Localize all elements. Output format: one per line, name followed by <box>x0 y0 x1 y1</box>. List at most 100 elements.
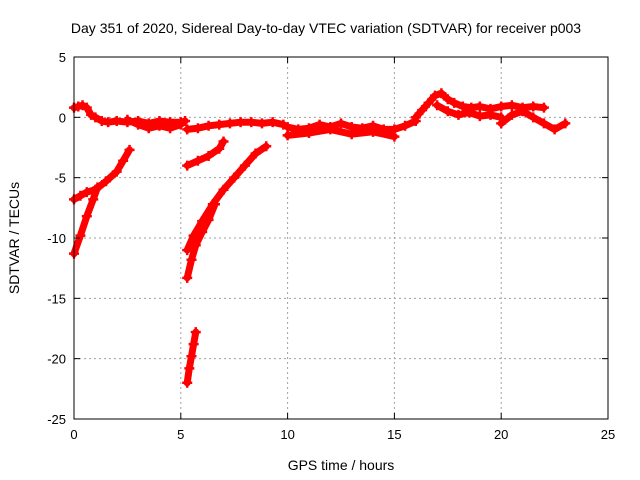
data-point <box>186 254 197 265</box>
data-point <box>182 377 193 388</box>
data-point <box>103 117 114 128</box>
data-point <box>336 118 346 129</box>
x-tick-label: 25 <box>601 427 615 442</box>
data-point <box>528 112 539 123</box>
data-point <box>239 160 250 171</box>
data-point <box>92 182 103 193</box>
data-point <box>75 230 86 241</box>
data-point <box>214 143 225 154</box>
data-point <box>111 115 122 126</box>
data-point <box>528 101 539 112</box>
data-point <box>250 148 261 159</box>
data-point <box>118 155 129 166</box>
data-point <box>184 363 195 374</box>
data-point <box>442 94 453 105</box>
data-point <box>203 214 214 225</box>
data-point <box>325 124 336 135</box>
data-point <box>368 126 379 137</box>
data-point <box>282 130 293 141</box>
data-point <box>182 124 193 135</box>
data-point <box>449 97 460 108</box>
data-point <box>436 88 447 99</box>
data-point <box>190 327 201 338</box>
y-tick-label: -25 <box>47 412 66 427</box>
data-point <box>417 105 428 116</box>
y-axis-title: SDTVAR / TECUs <box>6 182 22 294</box>
series-line <box>183 118 287 133</box>
x-tick-label: 15 <box>387 427 401 442</box>
x-tick-label: 5 <box>177 427 184 442</box>
series-line <box>284 125 398 141</box>
data-point <box>496 118 507 129</box>
data-point <box>474 101 485 112</box>
data-point <box>246 117 257 128</box>
data-point <box>457 101 468 112</box>
tick-layer: 0 5 10 15 20 25 -25 -20 -15 -10 -5 0 5 <box>47 50 615 442</box>
data-point <box>190 240 201 251</box>
data-point <box>410 112 421 123</box>
series-descend-1 <box>69 144 135 205</box>
data-point <box>175 119 186 130</box>
data-point <box>346 129 357 140</box>
data-point <box>549 124 560 135</box>
y-tick-label: -15 <box>47 291 66 306</box>
data-point <box>133 119 144 130</box>
data-point <box>186 351 197 362</box>
series-descend-3 <box>182 136 229 171</box>
data-point <box>209 199 220 210</box>
data-point <box>197 226 208 237</box>
y-tick-label: -20 <box>47 352 66 367</box>
data-point <box>81 187 92 198</box>
chart-title: Day 351 of 2020, Sidereal Day-to-day VTE… <box>71 20 581 36</box>
data-point <box>81 102 92 113</box>
data-point <box>218 184 229 195</box>
series-descend-6 <box>182 327 201 388</box>
data-point <box>400 120 411 131</box>
y-tick-label: 0 <box>59 110 66 125</box>
data-point <box>303 128 314 139</box>
series-main-track-c <box>182 117 289 135</box>
data-point <box>235 117 246 128</box>
data-point <box>122 114 133 125</box>
data-point <box>224 118 235 129</box>
series-main-track-f <box>410 88 549 123</box>
data-point <box>90 112 101 123</box>
data-point <box>517 106 528 117</box>
data-point <box>256 118 267 129</box>
series-main-track-h <box>496 106 571 135</box>
series-main-track-e <box>282 124 400 142</box>
data-point <box>218 136 229 147</box>
x-tick-label: 0 <box>70 427 77 442</box>
data-point <box>506 100 517 111</box>
data-point <box>182 272 193 283</box>
data-point <box>496 101 507 112</box>
series-main-track-b <box>122 114 186 134</box>
x-axis-title: GPS time / hours <box>288 457 395 473</box>
data-point <box>506 109 517 120</box>
x-tick-label: 20 <box>494 427 508 442</box>
data-point <box>188 339 199 350</box>
data-point <box>111 166 122 177</box>
y-tick-label: -10 <box>47 231 66 246</box>
data-point <box>81 211 92 222</box>
data-point <box>101 176 112 187</box>
data-point <box>282 121 293 132</box>
data-point <box>432 100 443 111</box>
data-point <box>214 119 225 130</box>
data-point <box>538 118 549 129</box>
series-descend-4 <box>182 141 272 256</box>
data-point <box>192 123 203 134</box>
data-point <box>464 107 475 118</box>
data-point <box>165 123 176 134</box>
series-descend-5 <box>182 199 220 283</box>
data-point <box>423 97 434 108</box>
data-point <box>560 118 571 129</box>
data-point <box>143 123 154 134</box>
y-tick-label: 5 <box>59 50 66 65</box>
data-point <box>182 160 193 171</box>
data-point <box>192 155 203 166</box>
data-point <box>124 144 135 155</box>
data-layer <box>69 88 571 388</box>
y-tick-label: -5 <box>54 171 66 186</box>
